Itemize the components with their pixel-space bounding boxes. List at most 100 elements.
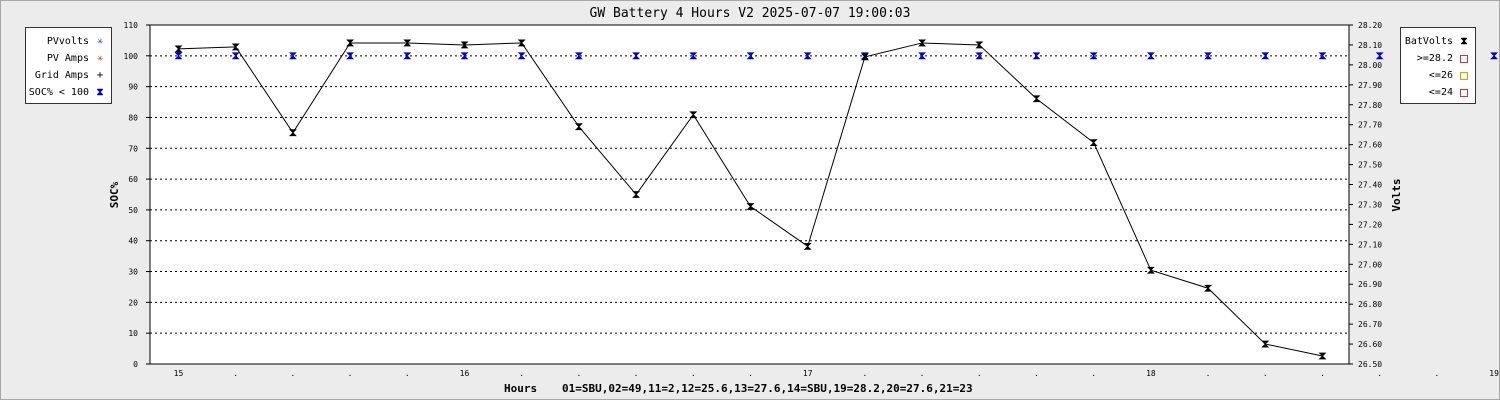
soc-point (574, 52, 583, 60)
x-tick-label: 18 (1146, 369, 1156, 378)
y-tick-left-label: 110 (124, 21, 139, 30)
plot-area (149, 24, 1350, 365)
y-tick-right-label: 27.80 (1358, 101, 1382, 110)
soc-point (403, 52, 412, 60)
y-tick-right-label: 27.30 (1358, 200, 1382, 209)
x-tick-label: . (233, 369, 238, 378)
series-marker-icon: ✳ (96, 36, 104, 47)
square-marker-icon (1459, 69, 1469, 85)
batvolts-point (574, 123, 583, 131)
y-tick-right-label: 27.20 (1358, 220, 1382, 229)
square-marker-icon (1459, 52, 1469, 68)
batvolts-point (1146, 266, 1155, 274)
y-tick-left-label: 0 (133, 360, 138, 369)
series-batvolts (174, 39, 1327, 360)
y-tick-right-label: 26.70 (1358, 320, 1382, 329)
soc-point (632, 52, 641, 60)
y-axis-label-right: Volts (1390, 178, 1403, 211)
x-tick-label: . (862, 369, 867, 378)
x-tick-label: . (405, 369, 410, 378)
soc-point (1261, 52, 1270, 60)
y-tick-right-label: 27.50 (1358, 161, 1382, 170)
x-tick-label: . (1206, 369, 1211, 378)
x-tick-label: . (1091, 369, 1096, 378)
legend-left-entry: Grid Amps + (26, 69, 111, 83)
batvolts-point (689, 111, 698, 119)
x-tick-label: 19 (1489, 369, 1499, 378)
y-tick-right-label: 27.00 (1358, 260, 1382, 269)
soc-point (517, 52, 526, 60)
legend-right-label: BatVolts (1404, 36, 1453, 47)
square-marker-icon (1459, 86, 1469, 102)
x-tick-label: . (691, 369, 696, 378)
chart-title: GW Battery 4 Hours V2 2025-07-07 19:00:0… (590, 6, 911, 21)
batvolts-point (403, 39, 412, 47)
soc-point (460, 52, 469, 60)
y-tick-right-label: 27.70 (1358, 121, 1382, 130)
legend-right-entry: BatVolts ⧗ (1401, 35, 1475, 49)
x-tick-label: 17 (803, 369, 813, 378)
x-tick-label: . (1263, 369, 1268, 378)
soc-point (1204, 52, 1213, 60)
batvolts-point (1032, 95, 1041, 103)
y-tick-left-label: 20 (128, 298, 138, 307)
batvolts-point (1261, 340, 1270, 348)
soc-point (1490, 52, 1499, 60)
y-tick-right-label: 26.50 (1358, 360, 1382, 369)
y-tick-left-label: 60 (128, 175, 138, 184)
soc-point (689, 52, 698, 60)
batvolts-point (288, 129, 297, 137)
x-tick-label: . (977, 369, 982, 378)
y-tick-right-label: 26.80 (1358, 300, 1382, 309)
legend-right-entry: <=26 (1401, 69, 1475, 83)
soc-point (288, 52, 297, 60)
series-marker-icon: ⧗ (96, 87, 104, 98)
soc-point (231, 52, 240, 60)
y-tick-left-label: 10 (128, 329, 138, 338)
soc-point (1032, 52, 1041, 60)
y-tick-right-label: 27.10 (1358, 240, 1382, 249)
x-tick-label: 15 (174, 369, 184, 378)
y-tick-left-label: 50 (128, 206, 138, 215)
batvolts-point (918, 39, 927, 47)
legend-left-label: PV Amps (46, 53, 89, 64)
y-tick-right-label: 26.60 (1358, 340, 1382, 349)
x-tick-label: . (1434, 369, 1439, 378)
y-tick-left-label: 40 (128, 237, 138, 246)
y-tick-right-label: 28.00 (1358, 61, 1382, 70)
y-tick-right-label: 26.90 (1358, 280, 1382, 289)
x-ticks: 15.... 16..... 17..... 18..... 19 (174, 369, 1499, 378)
batvolts-point (174, 45, 183, 53)
legend-left-entry: PV Amps ✳ (26, 52, 111, 66)
y-tick-right-label: 27.90 (1358, 81, 1382, 90)
series-marker-icon: + (96, 70, 104, 81)
y-tick-left-label: 100 (124, 52, 139, 61)
series-marker-icon: ✳ (96, 53, 104, 64)
soc-point (174, 52, 183, 60)
batvolts-point (1089, 139, 1098, 147)
x-tick-label: . (920, 369, 925, 378)
batvolts-point (632, 191, 641, 198)
batvolts-point (346, 39, 355, 47)
x-axis-note: 01=SBU,02=49,11=2,12=25.6,13=27.6,14=SBU… (562, 382, 973, 395)
legend-left-entry: SOC% < 100 ⧗ (26, 86, 111, 100)
soc-point (1318, 52, 1327, 60)
y-tick-right-label: 27.60 (1358, 141, 1382, 150)
soc-point (1146, 52, 1155, 60)
soc-point (803, 52, 812, 60)
x-tick-label: . (576, 369, 581, 378)
batvolts-point (517, 39, 526, 47)
y-ticks-left: 0 10 20 30 40 50 60 70 80 90 100 110 (124, 21, 150, 369)
batvolts-point (231, 43, 240, 51)
legend-left-label: Grid Amps (34, 70, 89, 81)
legend-right-entry: >=28.2 (1401, 52, 1475, 66)
y-ticks-right: 26.50 26.60 26.70 26.80 26.90 27.00 27.10 27.20… (1349, 21, 1382, 369)
y-tick-right-label: 28.10 (1358, 41, 1382, 50)
legend-right-entry: <=24 (1401, 86, 1475, 100)
soc-point (1089, 52, 1098, 60)
y-tick-left-label: 90 (128, 83, 138, 92)
x-tick-label: . (634, 369, 639, 378)
x-tick-label: . (348, 369, 353, 378)
x-tick-label: . (1320, 369, 1325, 378)
